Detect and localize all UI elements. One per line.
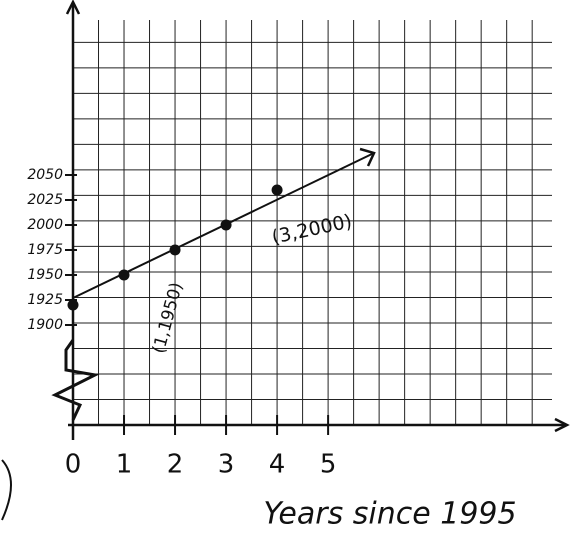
x-tick-label: 4 [269, 450, 286, 480]
x-tick-label: 0 [65, 450, 82, 480]
point [272, 185, 283, 196]
y-tick-label: 1925 [27, 292, 63, 308]
point [68, 300, 79, 311]
x-tick-label: 3 [218, 450, 235, 480]
y-tick-label: 2050 [27, 167, 63, 183]
y-tick-label: 2025 [27, 192, 63, 208]
y-tick-label: 1900 [27, 317, 63, 333]
annotation: (1,1950) [149, 280, 187, 355]
line-arrow [360, 149, 374, 166]
annotation: (3,2000) [270, 210, 354, 248]
y-tick-label: 1975 [27, 242, 63, 258]
chart: Years since 1995 (1,1950) (3,2000) 0 1 2 3 4… [0, 0, 573, 540]
x-tick-label: 2 [167, 450, 184, 480]
decoration [2, 460, 11, 520]
x-tick-label: 5 [320, 450, 337, 480]
axis-break [55, 340, 95, 420]
y-tick-label: 1950 [27, 267, 63, 283]
y-tick-label: 2000 [27, 217, 63, 233]
x-tick-label: 1 [116, 450, 133, 480]
x-axis-label: Years since 1995 [263, 497, 516, 532]
